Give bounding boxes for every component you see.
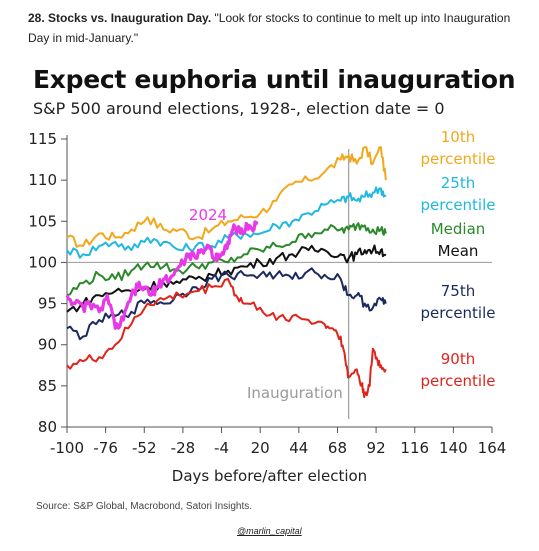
legend-label-90th-percentile: percentile [420, 372, 495, 390]
x-tick-label: 20 [251, 439, 270, 457]
y-tick-label: 95 [38, 295, 57, 313]
chart-title: Expect euphoria until inauguration [33, 65, 516, 94]
legend-label-2024: 2024 [189, 206, 227, 224]
legend-label-10th-percentile: 10th [441, 128, 475, 146]
legend-label-25th-percentile: 25th [441, 174, 475, 192]
y-tick-label: 105 [28, 212, 57, 230]
chart-source: Source: S&P Global, Macrobond, Satori In… [36, 501, 253, 512]
legend-label-25th-percentile: percentile [420, 196, 495, 214]
series-line-25th-percentile [66, 186, 387, 259]
line-chart: 80 85 90 95 100 105 110 115 -100 -76 -52 -28 -4 20 44 6… [28, 128, 507, 485]
x-tick-label: -28 [171, 439, 196, 457]
x-tick-label: -52 [132, 439, 157, 457]
inauguration-label: Inauguration [247, 384, 343, 402]
legend-label-75th-percentile: percentile [420, 304, 495, 322]
legend-label-median: Median [431, 220, 486, 238]
article-caption: 28. Stocks vs. Inauguration Day. "Look f… [28, 8, 523, 48]
legend-label-mean: Mean [438, 242, 479, 260]
credit-link[interactable]: @marlin_capital [237, 526, 302, 536]
y-tick-label: 80 [38, 418, 57, 436]
series-line-10th-percentile [66, 146, 387, 248]
series-line-75th-percentile [66, 267, 387, 341]
series-line-90th-percentile [66, 277, 387, 399]
y-tick-label: 100 [28, 253, 57, 271]
y-tick-label: 110 [28, 171, 57, 189]
y-tick-label: 85 [38, 377, 57, 395]
x-tick-label: 68 [328, 439, 347, 457]
x-tick-label: -76 [93, 439, 118, 457]
x-tick-label: 116 [400, 439, 429, 457]
series-line-mean [66, 244, 387, 313]
x-axis-label: Days before/after election [172, 467, 367, 485]
series-line-2024 [65, 220, 259, 330]
x-tick-label: 140 [439, 439, 468, 457]
x-tick-label: -4 [214, 439, 229, 457]
caption-lead: 28. Stocks vs. Inauguration Day. [28, 11, 212, 25]
x-tick-label: -100 [50, 439, 84, 457]
x-tick-label: 92 [367, 439, 386, 457]
legend-label-90th-percentile: 90th [441, 350, 475, 368]
x-tick-label: 44 [289, 439, 308, 457]
caption-quote: "Look for stocks to continue to melt up … [28, 11, 511, 45]
y-tick-label: 90 [38, 336, 57, 354]
chart-card: Expect euphoria until inauguration S&P 5… [20, 57, 518, 520]
chart-subtitle: S&P 500 around elections, 1928-, electio… [33, 99, 445, 118]
legend-label-10th-percentile: percentile [420, 150, 495, 168]
legend-label-75th-percentile: 75th [441, 282, 475, 300]
series-line-median [66, 222, 387, 297]
x-tick-label: 164 [478, 439, 507, 457]
y-tick-label: 115 [28, 130, 57, 148]
